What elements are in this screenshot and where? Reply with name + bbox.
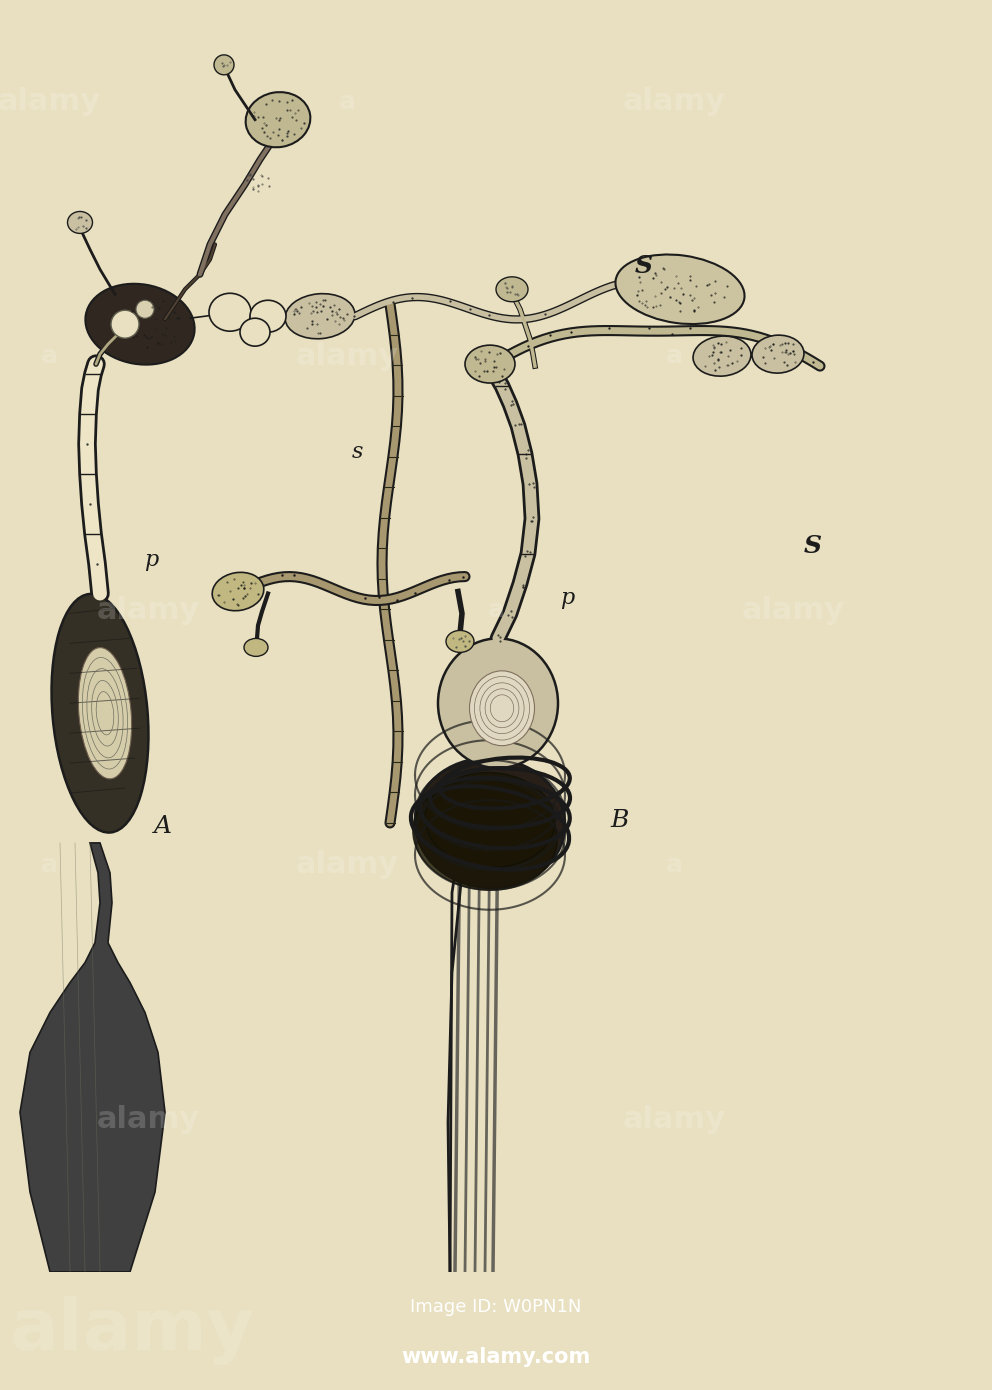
Text: alamy: alamy xyxy=(296,851,399,880)
Ellipse shape xyxy=(693,336,751,377)
Text: a: a xyxy=(338,90,356,114)
Text: B: B xyxy=(610,809,629,831)
Ellipse shape xyxy=(67,211,92,234)
Text: Image ID: W0PN1N: Image ID: W0PN1N xyxy=(411,1298,581,1316)
Ellipse shape xyxy=(446,631,474,652)
Ellipse shape xyxy=(52,594,149,833)
Ellipse shape xyxy=(752,335,804,373)
Ellipse shape xyxy=(246,92,310,147)
Text: a: a xyxy=(666,853,683,877)
Ellipse shape xyxy=(469,671,535,745)
Text: a: a xyxy=(487,599,505,623)
Polygon shape xyxy=(20,842,165,1272)
Ellipse shape xyxy=(240,318,270,346)
Ellipse shape xyxy=(465,345,515,384)
Text: alamy: alamy xyxy=(0,88,101,117)
Ellipse shape xyxy=(209,293,251,331)
Ellipse shape xyxy=(212,573,264,610)
Text: alamy: alamy xyxy=(97,1105,200,1134)
Ellipse shape xyxy=(285,293,355,339)
Ellipse shape xyxy=(496,277,528,302)
Ellipse shape xyxy=(250,300,286,332)
Text: a: a xyxy=(41,345,59,368)
Ellipse shape xyxy=(85,284,194,364)
Ellipse shape xyxy=(413,780,558,890)
Ellipse shape xyxy=(615,254,745,324)
Ellipse shape xyxy=(136,300,154,318)
Ellipse shape xyxy=(425,773,555,867)
Text: alamy: alamy xyxy=(623,88,726,117)
Ellipse shape xyxy=(78,648,132,778)
Text: alamy: alamy xyxy=(10,1297,255,1365)
Ellipse shape xyxy=(438,638,558,769)
Text: A: A xyxy=(154,815,172,838)
Text: S: S xyxy=(635,254,653,278)
Text: alamy: alamy xyxy=(742,596,845,626)
Text: S: S xyxy=(804,534,821,559)
Text: p: p xyxy=(560,587,574,609)
Ellipse shape xyxy=(214,54,234,75)
Ellipse shape xyxy=(415,758,564,888)
Text: alamy: alamy xyxy=(97,596,200,626)
Text: s: s xyxy=(352,441,363,463)
Text: alamy: alamy xyxy=(623,1105,726,1134)
Text: a: a xyxy=(41,853,59,877)
Text: p: p xyxy=(144,549,158,571)
Ellipse shape xyxy=(244,638,268,656)
Ellipse shape xyxy=(111,310,139,338)
Text: a: a xyxy=(666,345,683,368)
Text: alamy: alamy xyxy=(296,342,399,371)
Text: www.alamy.com: www.alamy.com xyxy=(402,1347,590,1366)
